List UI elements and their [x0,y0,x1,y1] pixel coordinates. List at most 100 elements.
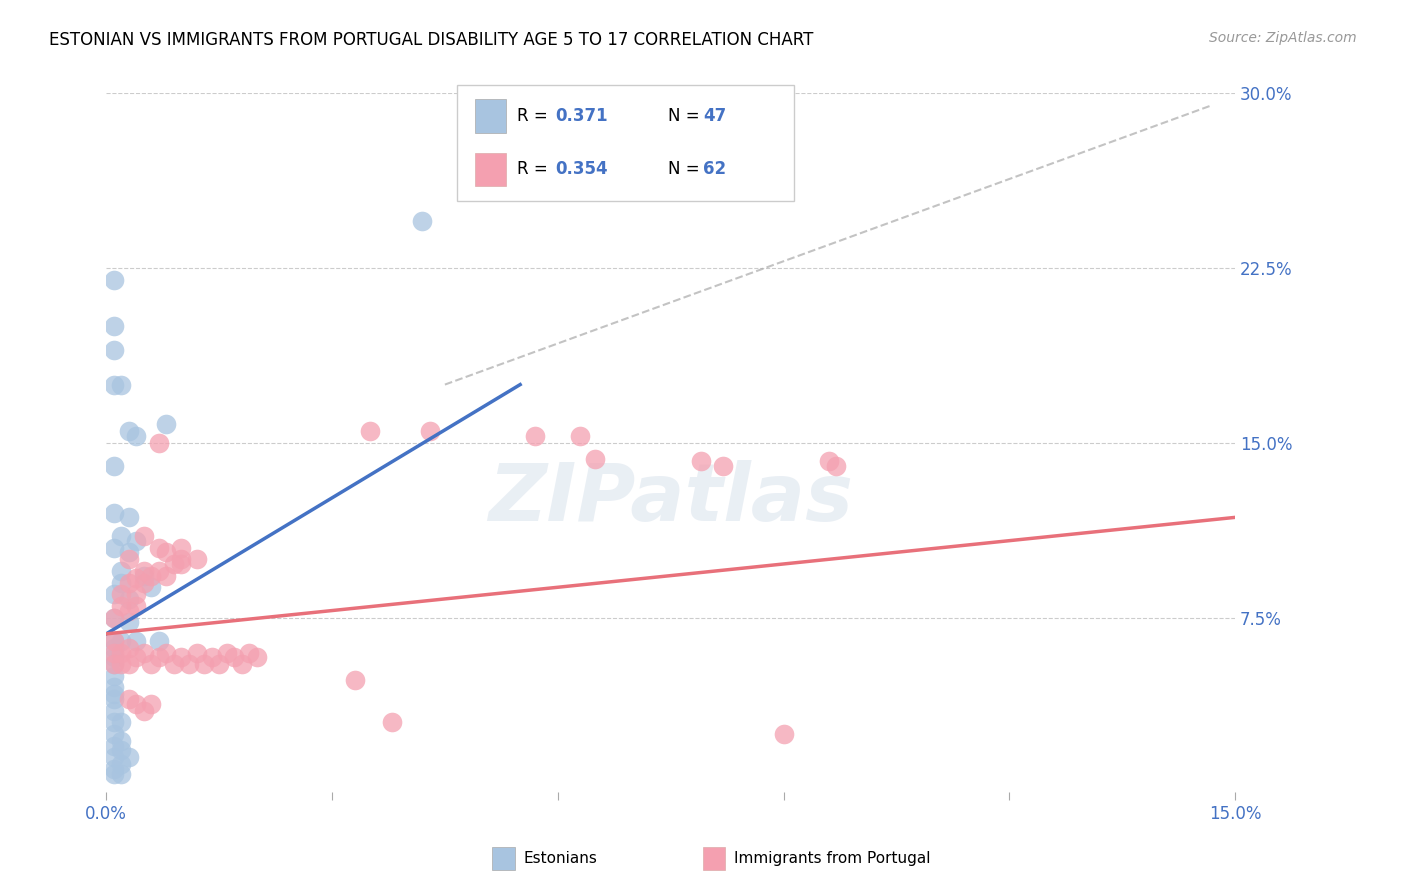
Point [110,646,132,660]
Point [155,417,177,432]
Point [118,657,141,672]
Point [155,545,177,559]
Point [103,688,125,702]
Point [125,650,148,665]
Point [193,657,215,672]
Text: N =: N = [668,161,699,178]
Point [711,459,734,474]
Point [125,571,148,585]
Point [246,650,269,665]
Point [103,506,125,520]
Point [825,459,848,474]
Point [103,640,125,655]
Point [110,564,132,578]
Point [103,766,125,780]
Point [125,697,148,711]
Point [110,587,132,601]
Point [118,640,141,655]
Point [110,657,132,672]
Point [110,599,132,613]
Point [132,564,155,578]
Point [186,646,208,660]
Point [103,377,125,392]
Text: R =: R = [517,161,548,178]
Point [118,591,141,606]
Point [103,343,125,357]
Text: ZIPatlas: ZIPatlas [488,459,853,538]
Point [170,650,193,665]
Point [141,657,163,672]
Point [103,715,125,730]
Point [170,541,193,555]
Point [186,552,208,566]
Point [359,424,381,438]
Text: Estonians: Estonians [523,851,598,865]
Point [125,633,148,648]
Point [103,727,125,741]
Point [170,557,193,571]
Point [103,633,125,648]
Text: N =: N = [668,107,699,125]
Point [155,646,177,660]
Point [148,541,170,555]
Point [141,580,163,594]
Point [103,650,125,665]
Point [118,603,141,617]
Point [132,704,155,718]
Point [103,739,125,753]
Point [110,766,132,780]
Point [125,533,148,548]
Point [583,452,606,467]
Point [103,587,125,601]
Point [170,552,193,566]
Point [817,454,839,468]
Point [125,587,148,601]
Point [103,657,125,672]
Point [110,377,132,392]
Point [110,734,132,748]
Point [141,697,163,711]
Point [118,510,141,524]
Point [103,681,125,695]
Point [215,646,238,660]
Point [110,529,132,543]
Point [231,657,253,672]
Point [132,529,155,543]
Point [110,633,132,648]
Text: R =: R = [517,107,548,125]
Point [772,727,794,741]
Point [103,669,125,683]
Point [103,319,125,334]
Text: Source: ZipAtlas.com: Source: ZipAtlas.com [1209,31,1357,45]
Point [177,657,200,672]
Point [118,424,141,438]
Point [163,557,186,571]
Point [343,673,366,688]
Text: ESTONIAN VS IMMIGRANTS FROM PORTUGAL DISABILITY AGE 5 TO 17 CORRELATION CHART: ESTONIAN VS IMMIGRANTS FROM PORTUGAL DIS… [49,31,814,49]
Y-axis label: Disability Age 5 to 17: Disability Age 5 to 17 [0,360,7,525]
Point [125,599,148,613]
Text: 0.354: 0.354 [555,161,607,178]
Point [110,715,132,730]
Point [208,657,231,672]
Point [381,715,404,730]
Point [118,545,141,559]
Point [103,459,125,474]
Point [103,273,125,287]
Point [110,575,132,590]
Point [524,429,547,443]
Point [103,750,125,764]
Point [148,650,170,665]
Point [118,575,141,590]
Point [103,704,125,718]
Point [118,692,141,706]
Point [103,646,125,660]
Point [110,757,132,772]
Point [200,650,222,665]
Point [103,692,125,706]
Point [141,568,163,582]
Text: 0.371: 0.371 [555,107,607,125]
Point [103,762,125,776]
Point [689,454,711,468]
Text: Immigrants from Portugal: Immigrants from Portugal [734,851,931,865]
